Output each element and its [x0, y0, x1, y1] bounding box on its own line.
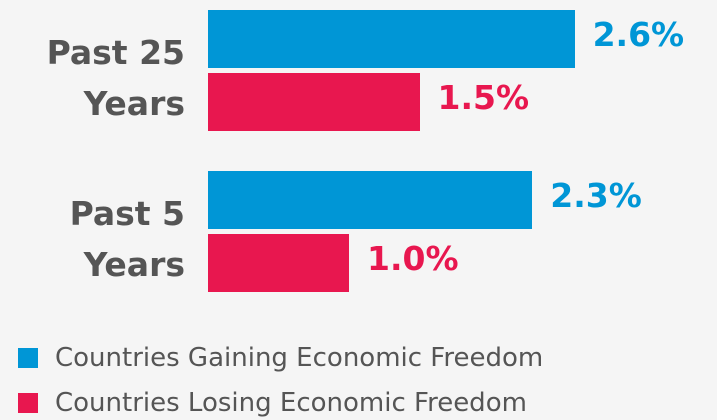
- category-label: Past 25 Years: [46, 32, 185, 123]
- legend-swatch: [18, 348, 38, 368]
- bar: [208, 73, 420, 131]
- category-label: Past 5 Years: [69, 193, 185, 284]
- value-label: 1.5%: [437, 78, 530, 117]
- legend-label: Countries Gaining Economic Freedom: [55, 343, 544, 373]
- value-label: 2.6%: [592, 15, 685, 54]
- legend-label: Countries Losing Economic Freedom: [55, 388, 527, 418]
- legend-swatch: [18, 393, 38, 413]
- bar: [208, 234, 349, 292]
- bar: [208, 10, 575, 68]
- value-label: 1.0%: [367, 239, 459, 278]
- bar: [208, 171, 533, 229]
- value-label: 2.3%: [550, 176, 642, 215]
